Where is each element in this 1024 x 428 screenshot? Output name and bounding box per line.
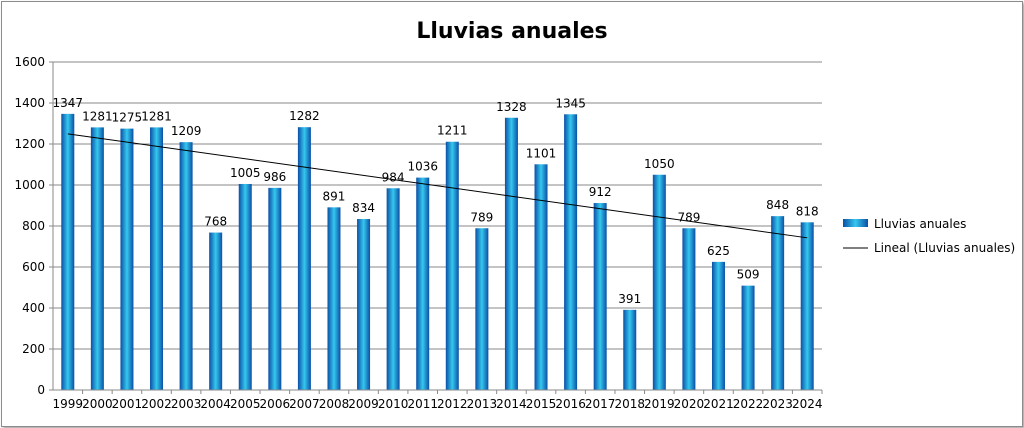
bar	[800, 222, 814, 390]
x-tick-label: 2009	[348, 397, 379, 411]
y-tick-label: 1200	[14, 137, 45, 151]
bar	[209, 232, 223, 390]
data-label: 1036	[407, 160, 438, 174]
bar-layer	[61, 113, 814, 391]
x-tick-label: 2012	[437, 397, 468, 411]
data-label: 1282	[289, 109, 320, 123]
bar	[90, 127, 104, 391]
y-tick-label: 200	[22, 342, 45, 356]
trend-layer	[67, 133, 808, 239]
y-tick-label: 400	[22, 301, 45, 315]
x-tick-label: 2022	[733, 397, 764, 411]
x-tick-label: 2020	[674, 397, 705, 411]
bar	[120, 128, 134, 390]
x-tick-label: 2017	[585, 397, 616, 411]
x-tick-label: 2018	[614, 397, 645, 411]
data-label: 1211	[437, 124, 468, 138]
bar	[357, 219, 371, 390]
data-label: 818	[796, 204, 819, 218]
bar	[475, 228, 489, 390]
data-label: 1347	[53, 96, 84, 110]
legend-trend-label: Lineal (Lluvias anuales)	[874, 241, 1015, 255]
y-tick-label: 1400	[14, 96, 45, 110]
y-tick-label: 0	[37, 383, 45, 397]
bar	[297, 127, 311, 390]
data-label: 509	[737, 268, 760, 282]
x-tick-label: 2003	[171, 397, 202, 411]
x-tick-label: 2000	[82, 397, 113, 411]
x-tick-label: 2010	[378, 397, 409, 411]
data-label: 1345	[555, 96, 586, 110]
x-tick-label: 2019	[644, 397, 675, 411]
x-tick-label: 2021	[703, 397, 734, 411]
x-tick-label: 2024	[792, 397, 823, 411]
y-tick-label: 1600	[14, 55, 45, 69]
data-label: 912	[589, 185, 612, 199]
data-label: 984	[382, 170, 405, 184]
y-tick-label: 600	[22, 260, 45, 274]
x-tick-label: 2004	[200, 397, 231, 411]
bar	[150, 127, 164, 391]
bar	[623, 309, 637, 390]
data-label: 1209	[171, 124, 202, 138]
bar	[771, 216, 785, 390]
bar	[445, 141, 459, 390]
x-tick-label: 2013	[467, 397, 498, 411]
bar	[564, 114, 578, 391]
x-tick-label: 1999	[53, 397, 84, 411]
bar	[327, 207, 341, 390]
data-label: 391	[618, 292, 641, 306]
bar	[682, 228, 696, 390]
bar	[179, 142, 193, 390]
data-label: 768	[204, 215, 227, 229]
data-label: 1050	[644, 157, 675, 171]
data-label: 1275	[112, 111, 143, 125]
bar	[711, 261, 725, 390]
data-label: 834	[352, 201, 375, 215]
bar	[593, 203, 607, 390]
bar	[741, 285, 755, 390]
trendline	[67, 133, 808, 239]
x-tick-label: 2011	[407, 397, 438, 411]
x-tick-label: 2023	[762, 397, 793, 411]
data-label: 1005	[230, 166, 261, 180]
legend-bar-swatch	[843, 219, 868, 227]
bar	[268, 187, 282, 390]
x-tick-label: 2008	[319, 397, 350, 411]
bar	[238, 183, 252, 390]
y-tick-label: 1000	[14, 178, 45, 192]
bar	[416, 177, 430, 390]
data-label: 625	[707, 244, 730, 258]
data-label: 891	[323, 189, 346, 203]
x-tick-label: 2016	[555, 397, 586, 411]
x-tick-label: 2015	[526, 397, 557, 411]
legend-bar-label: Lluvias anuales	[874, 217, 966, 231]
data-label: 1101	[526, 146, 557, 160]
chart-title: Lluvias anuales	[416, 19, 607, 44]
x-tick-label: 2014	[496, 397, 527, 411]
data-label: 1281	[82, 109, 113, 123]
bar	[386, 188, 400, 390]
x-tick-label: 2002	[141, 397, 172, 411]
x-tick-label: 2005	[230, 397, 261, 411]
bar	[534, 164, 548, 390]
data-label: 848	[766, 198, 789, 212]
bar	[61, 113, 75, 391]
x-tick-label: 2006	[260, 397, 291, 411]
legend: Lluvias anuales Lineal (Lluvias anuales)	[843, 217, 1015, 255]
data-label: 1281	[141, 109, 172, 123]
x-tick-label: 2001	[112, 397, 143, 411]
x-tick-label: 2007	[289, 397, 320, 411]
y-tick-label: 800	[22, 219, 45, 233]
bar	[652, 174, 666, 390]
data-label: 986	[263, 170, 286, 184]
bar	[504, 117, 518, 390]
data-label: 789	[470, 210, 493, 224]
data-label: 1328	[496, 100, 527, 114]
